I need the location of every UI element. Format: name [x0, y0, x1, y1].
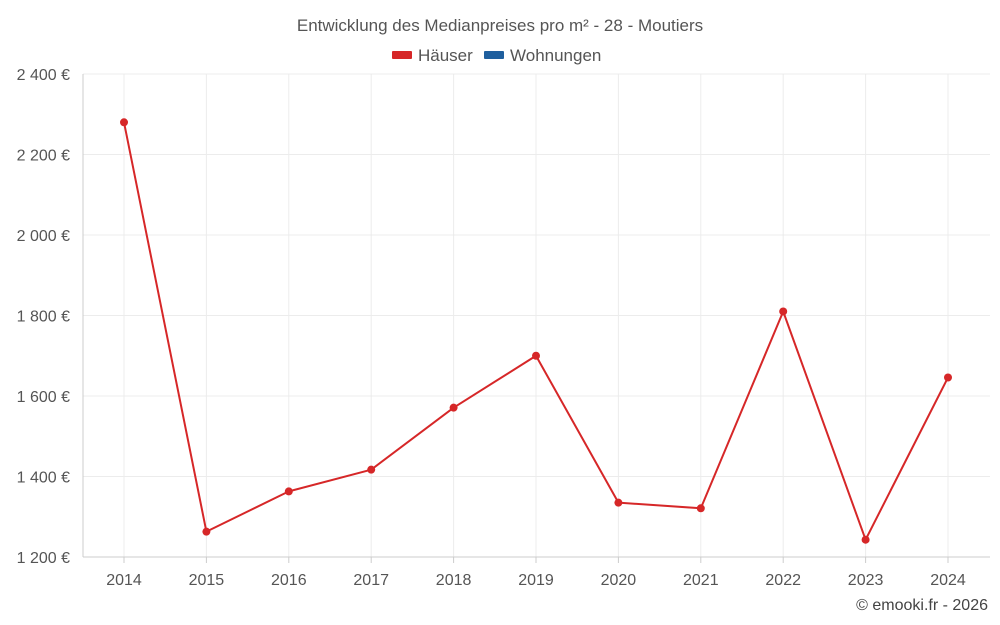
x-tick-label: 2019	[518, 572, 554, 589]
data-point[interactable]	[284, 487, 293, 496]
data-point[interactable]	[779, 307, 788, 316]
data-point[interactable]	[367, 465, 376, 474]
x-axis: 2014 2015 2016 2017 2018 2019 2020 2021 2022 2023…	[83, 556, 990, 589]
data-point[interactable]	[614, 498, 623, 507]
y-tick-label: 1 800 €	[17, 309, 70, 326]
series-haeuser	[120, 118, 952, 544]
y-tick-label: 1 600 €	[17, 389, 70, 406]
x-tick-label: 2021	[683, 572, 719, 589]
credit-text: © emooki.fr - 2026	[856, 597, 988, 614]
data-point[interactable]	[202, 527, 211, 536]
x-tick-label: 2018	[436, 572, 472, 589]
legend[interactable]: Häuser Wohnungen	[392, 46, 601, 65]
legend-label-haeuser: Häuser	[418, 46, 473, 65]
x-tick-label: 2020	[601, 572, 637, 589]
legend-label-wohnungen: Wohnungen	[510, 46, 601, 65]
chart-title: Entwicklung des Medianpreises pro m² - 2…	[297, 16, 703, 35]
grid	[83, 73, 990, 558]
y-tick-label: 1 200 €	[17, 550, 70, 567]
data-point[interactable]	[944, 373, 952, 382]
data-point[interactable]	[120, 118, 128, 127]
data-point[interactable]	[696, 504, 705, 513]
y-tick-label: 2 000 €	[17, 228, 70, 245]
x-tick-label: 2015	[189, 572, 225, 589]
data-point[interactable]	[861, 535, 870, 544]
x-tick-label: 2016	[271, 572, 307, 589]
x-tick-label: 2014	[106, 572, 142, 589]
y-tick-label: 2 400 €	[17, 67, 70, 84]
y-tick-label: 2 200 €	[17, 148, 70, 165]
data-point[interactable]	[532, 351, 540, 360]
x-tick-label: 2023	[848, 572, 884, 589]
x-tick-label: 2022	[765, 572, 801, 589]
legend-item-wohnungen[interactable]: Wohnungen	[484, 46, 601, 65]
x-tick-label: 2024	[930, 572, 966, 589]
y-tick-label: 1 400 €	[17, 470, 70, 487]
x-tick-label: 2017	[353, 572, 389, 589]
legend-swatch-haeuser	[392, 51, 412, 59]
legend-item-haeuser[interactable]: Häuser	[392, 46, 473, 65]
y-axis: 1 200 € 1 400 € 1 600 € 1 800 € 2 000 € 2 200…	[17, 67, 84, 567]
data-point[interactable]	[449, 403, 458, 412]
legend-swatch-wohnungen	[484, 51, 504, 59]
